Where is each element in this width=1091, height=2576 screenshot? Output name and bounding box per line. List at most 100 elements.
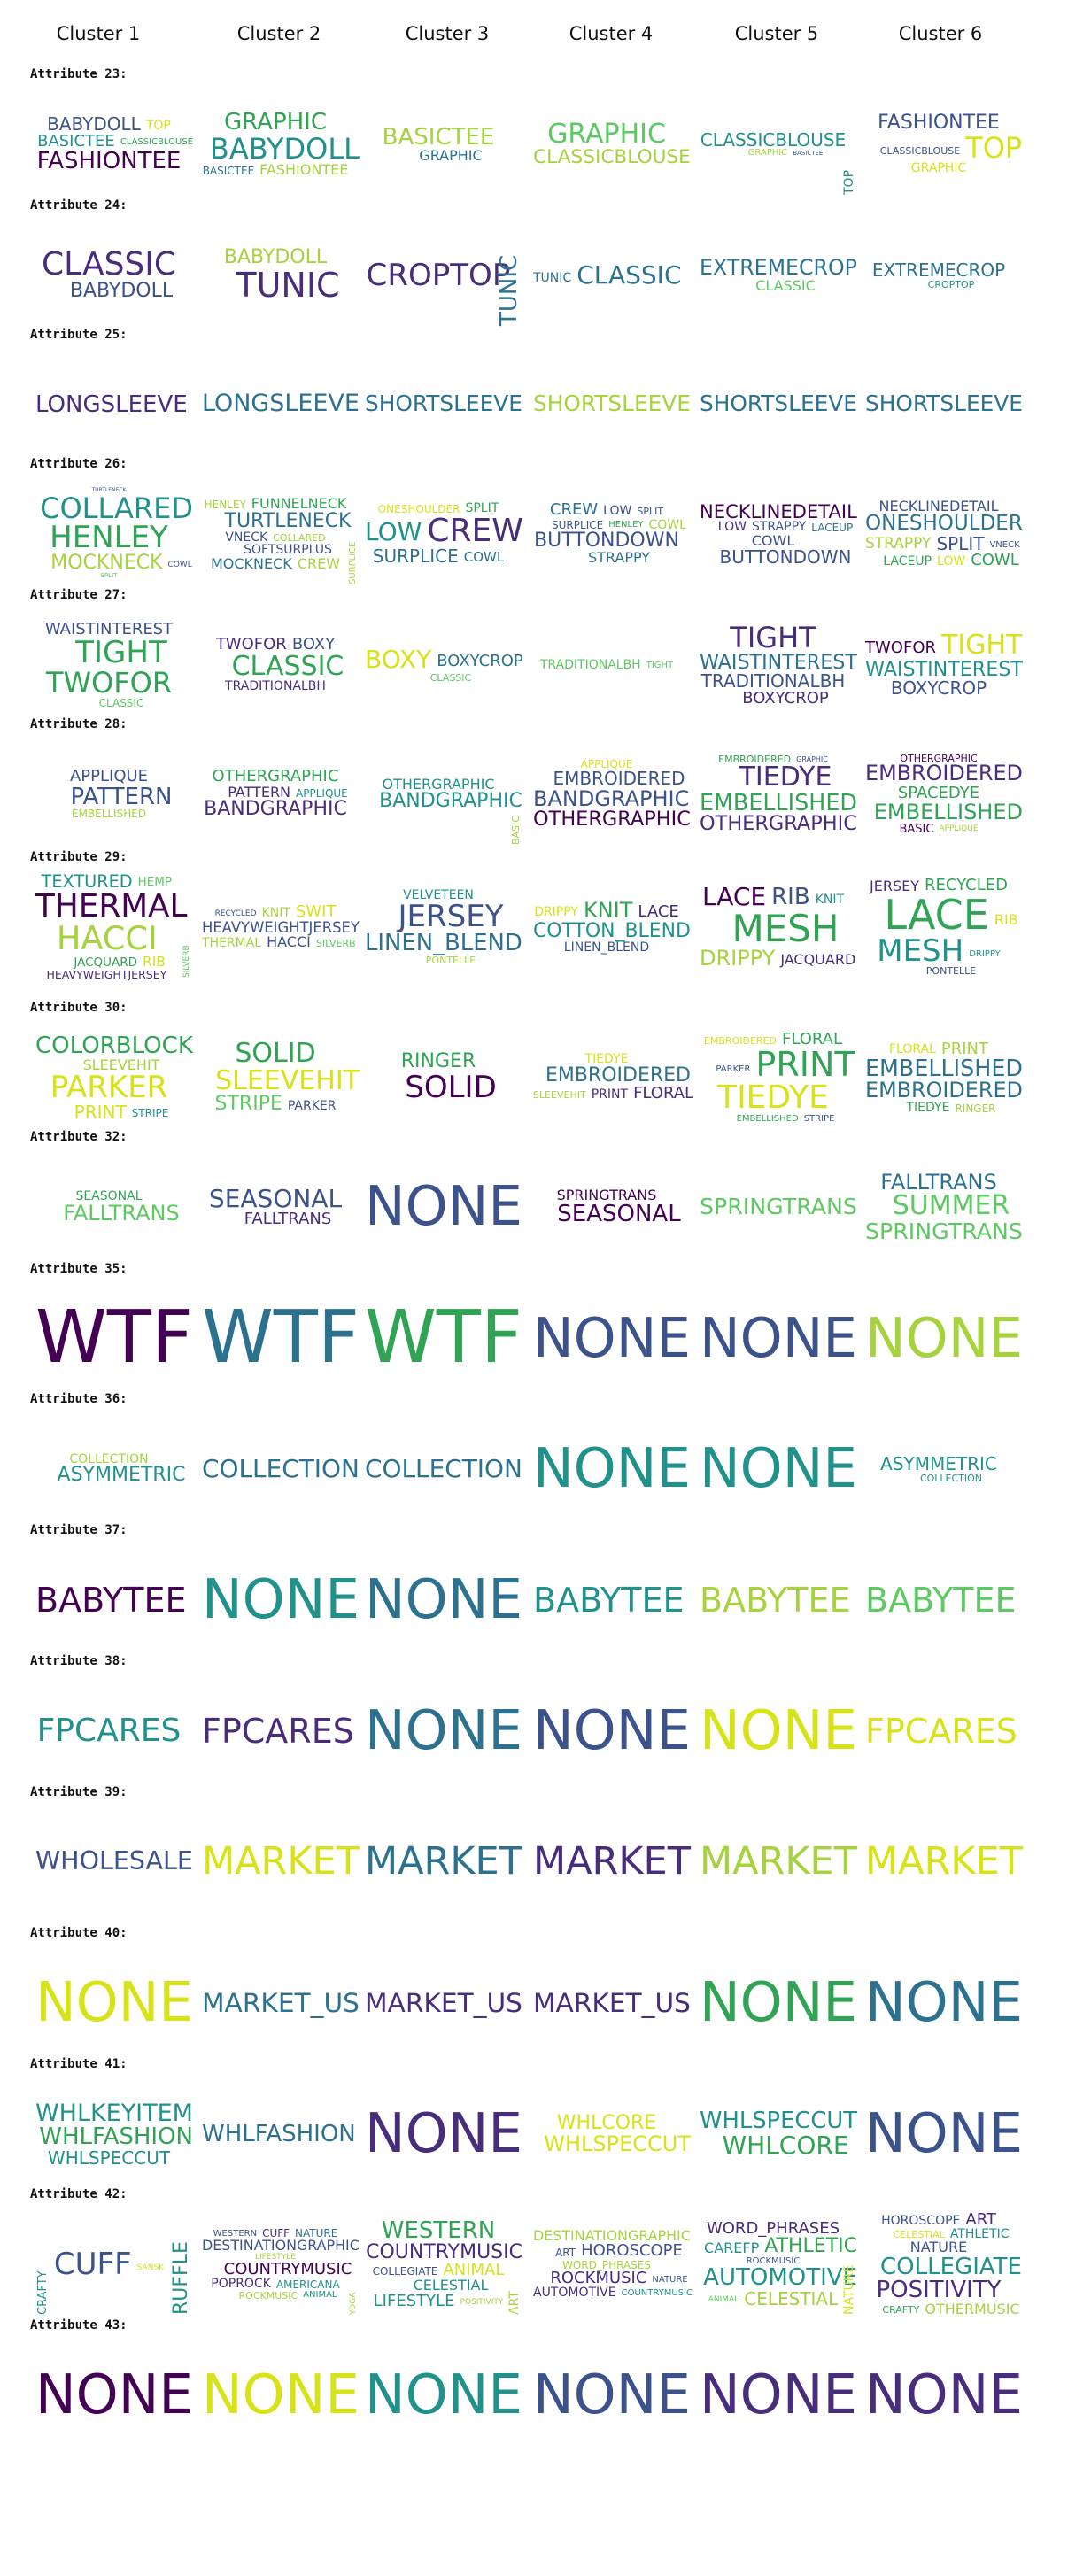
wordcloud-cell: SHORTSLEEVE: [698, 347, 859, 462]
cloud-word: MOCKNECK: [50, 551, 163, 574]
cloud-word: VNECK: [989, 539, 1020, 550]
cloud-word: CELESTIAL: [413, 2277, 489, 2294]
cloud-word: TIEDYE: [906, 1101, 950, 1116]
cloud-word: ATHLETIC: [949, 2227, 1010, 2242]
cloud-word: CAREFP: [704, 2239, 760, 2256]
cloud-word: STRIPE: [803, 1113, 835, 1124]
cloud-word: SPRINGTRANS: [865, 1218, 1023, 1244]
cloud-word: EMBROIDERED: [865, 1077, 1023, 1102]
cloud-word: TIEDYE: [584, 1052, 629, 1067]
wordcloud-cell: WESTERN COUNTRYMUSIC COLLEGIATE ANIMAL CELES…: [363, 2207, 524, 2322]
cloud-word: PONTELLE: [925, 965, 977, 978]
cloud-word: FPCARES: [865, 1711, 1017, 1751]
cloud-word: ANIMAL: [303, 2290, 337, 2301]
wordcloud-cell: COLLECTION: [200, 1412, 361, 1527]
cloud-word: NONE: [365, 2363, 522, 2426]
cloud-word: NECKLINEDETAIL: [700, 499, 857, 522]
wordcloud-cell: SHORTSLEEVE: [363, 347, 524, 462]
cloud-word: RIB: [143, 954, 166, 971]
cloud-word: BASICTEE: [382, 123, 495, 151]
cloud-word: PONTELLE: [425, 955, 476, 967]
cloud-word-vertical: BASIC: [510, 816, 522, 845]
cloud-word: CELESTIAL: [744, 2287, 839, 2309]
cloud-word: DRIPPY: [969, 949, 1001, 960]
cloud-word: ONESHOULDER: [377, 502, 460, 515]
cloud-word: LIFESTYLE: [255, 2252, 296, 2262]
wordcloud-cell: TURTLENECK COLLARED HENLEY MOCKNECK COWL SPLI…: [34, 476, 195, 592]
cloud-word: SEASONAL: [75, 1188, 143, 1203]
cloud-word: SLEEVEHIT: [82, 1056, 160, 1073]
cloud-word: JERSEY: [398, 898, 504, 934]
cloud-word: BOXYCROP: [437, 652, 523, 671]
cloud-word: EXTREMECROP: [871, 259, 1006, 282]
cloud-word: BABYDOLL: [47, 113, 141, 135]
attribute-label: Attribute 28:: [30, 717, 128, 731]
cloud-word: LOW: [365, 517, 422, 547]
attribute-label: Attribute 35:: [30, 1262, 128, 1276]
cloud-word: MESH: [731, 906, 840, 950]
wordcloud-cell: SHORTSLEEVE: [531, 347, 693, 462]
cloud-word: SPLIT: [936, 532, 985, 554]
wordcloud-cell: SEASONAL FALLTRANS: [200, 1149, 361, 1265]
cloud-word: GRAPHIC: [419, 147, 483, 165]
cluster-header-1: Cluster 1: [56, 23, 141, 44]
wordcloud-cell: ASYMMETRIC COLLECTION: [863, 1412, 1025, 1527]
attribute-label: Attribute 30:: [30, 1001, 128, 1015]
cloud-word: APPLIQUE: [939, 824, 979, 834]
cloud-word: FPCARES: [202, 1711, 354, 1751]
cloud-word: HOROSCOPE: [581, 2241, 683, 2261]
wordcloud-cell: BABYTEE: [531, 1543, 693, 1658]
cloud-word: LACEUP: [811, 521, 854, 534]
cloud-word: STRIPE: [214, 1093, 282, 1116]
wordcloud-cell: WTF: [363, 1281, 524, 1396]
wordcloud-cell: BABYTEE: [863, 1543, 1025, 1658]
cloud-word: COUNTRYMUSIC: [223, 2259, 352, 2278]
cloud-word: CLASSICBLOUSE: [700, 128, 847, 151]
cloud-word: NONE: [365, 2101, 522, 2165]
wordcloud-cell: GRAPHIC CLASSICBLOUSE: [531, 87, 693, 202]
cloud-word-vertical: TOP: [842, 169, 856, 195]
wordcloud-cell: WTF: [34, 1281, 195, 1396]
cloud-word: COTTON_BLEND: [533, 919, 691, 942]
attribute-label: Attribute 24:: [30, 198, 128, 213]
wordcloud-cell: TWOFOR BOXY CLASSIC TRADITIONALBH: [200, 607, 361, 723]
cloud-word: BASICTEE: [202, 165, 255, 178]
wordcloud-cell: OTHERGRAPHIC PATTERN APPLIQUE BANDGRAPHIC: [200, 737, 361, 852]
wordcloud-cell: FASHIONTEE CLASSICBLOUSE TOP GRAPHIC: [863, 87, 1025, 202]
cloud-word: TWOFOR: [45, 666, 173, 700]
wordcloud-cell: MARKET: [531, 1805, 693, 1920]
cloud-word: DRIPPY: [534, 905, 578, 920]
cloud-word: TRADITIONALBH: [539, 657, 641, 672]
cloud-word: ART: [555, 2246, 576, 2259]
cloud-word: NECKLINEDETAIL: [878, 497, 999, 514]
cloud-word: AUTOMOTIVE: [533, 2286, 616, 2301]
cloud-word: TEXTURED: [41, 871, 133, 892]
wordcloud-cell: TEXTURED HEMP THERMAL HACCI JACQUARD RIB HEAVY…: [34, 870, 195, 985]
cloud-word: WHLFASHION: [39, 2123, 193, 2151]
attribute-label: Attribute 38:: [30, 1654, 128, 1668]
cloud-word: COLLECTION: [202, 1453, 360, 1483]
cloud-word: EMBROIDERED: [545, 1064, 691, 1087]
cloud-word: EMBELLISHED: [865, 1054, 1023, 1081]
wordcloud-cell: FPCARES: [200, 1674, 361, 1789]
cloud-word: ASYMMETRIC: [880, 1453, 997, 1475]
cloud-word: HEAVYWEIGHTJERSEY: [202, 918, 360, 936]
cloud-word: FASHIONTEE: [36, 148, 182, 175]
cloud-word: NONE: [365, 1567, 522, 1631]
cluster-header-2: Cluster 2: [236, 23, 321, 44]
wordcloud-cell: NONE: [363, 1149, 524, 1265]
cloud-word: WHLSPECCUT: [47, 2147, 171, 2169]
cloud-word: SEASONAL: [208, 1183, 343, 1213]
cluster-header-4: Cluster 4: [569, 23, 654, 44]
cloud-word: EMBROIDERED: [553, 768, 685, 790]
wordcloud-cell: NONE: [200, 2338, 361, 2453]
cloud-word: COWL: [167, 561, 192, 570]
cloud-word: OTHERGRAPHIC: [700, 812, 857, 836]
cloud-word: STRAPPY: [865, 534, 932, 553]
cloud-word: SOLID: [405, 1069, 497, 1105]
wordcloud-cell: SPRINGTRANS SEASONAL: [531, 1149, 693, 1265]
cloud-word: DESTINATIONGRAPHIC: [533, 2227, 691, 2245]
wordcloud-cell: NONE: [200, 1543, 361, 1658]
cloud-word: BANDGRAPHIC: [204, 798, 347, 821]
wordcloud-cell: CLASSIC BABYDOLL: [34, 218, 195, 333]
